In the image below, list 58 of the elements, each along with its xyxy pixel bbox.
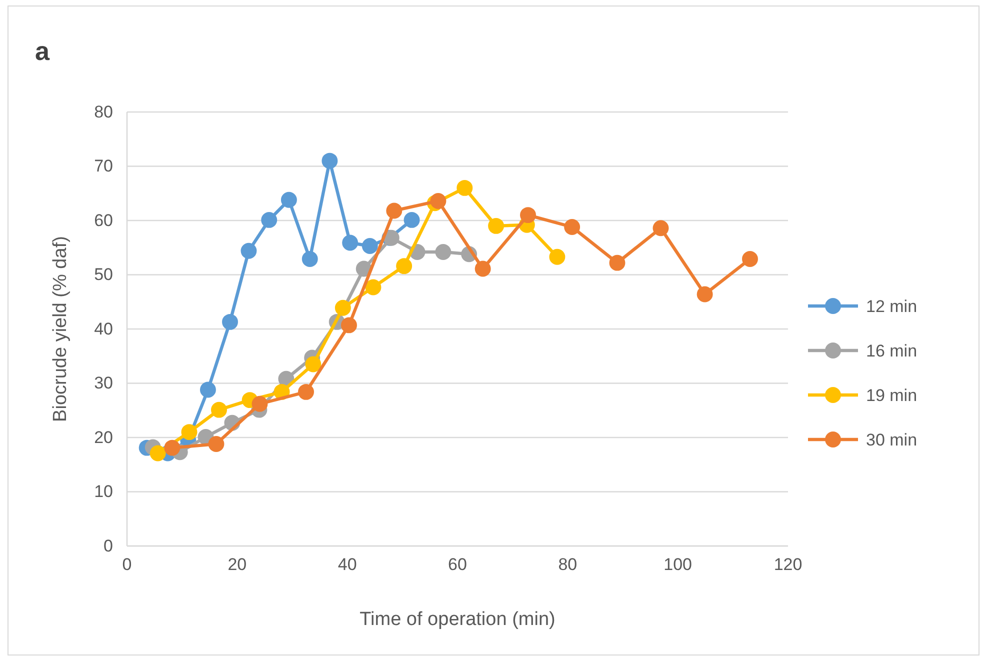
x-tick-label: 80: [558, 555, 578, 574]
point: [396, 258, 412, 274]
legend-label: 30 min: [866, 430, 918, 450]
point: [362, 238, 378, 254]
y-tick-label: 0: [104, 536, 113, 556]
point: [488, 218, 504, 234]
point: [211, 402, 227, 418]
point: [520, 207, 536, 224]
point: [365, 279, 382, 296]
x-tick-label: 0: [122, 555, 132, 574]
point: [261, 212, 278, 228]
x-axis-title: Time of operation (min): [360, 609, 556, 630]
point: [341, 317, 357, 334]
point: [456, 180, 473, 196]
x-tick-label: 40: [338, 555, 357, 574]
point: [298, 384, 314, 400]
point: [386, 202, 402, 219]
point: [742, 251, 758, 267]
legend-label: 16 min: [866, 342, 918, 360]
point: [564, 219, 580, 235]
x-tick-label: 120: [774, 555, 802, 574]
y-tick-label: 80: [94, 102, 113, 122]
y-tick-label: 50: [94, 265, 113, 284]
point: [609, 254, 626, 271]
y-tick-label: 70: [94, 156, 113, 176]
y-tick-label: 10: [94, 482, 113, 502]
point: [334, 300, 351, 316]
point: [240, 242, 257, 259]
point: [404, 212, 420, 228]
x-tick-label: 60: [448, 555, 467, 574]
point: [302, 251, 318, 267]
legend-label: 12 min: [866, 297, 918, 316]
point: [652, 220, 669, 236]
y-tick-label: 30: [94, 374, 113, 393]
point: [150, 445, 166, 462]
chart-title: a: [35, 36, 50, 66]
point: [549, 248, 566, 265]
point: [181, 424, 198, 440]
y-tick-label: 60: [94, 210, 113, 230]
y-axis-title: Biocrude yield (% daf): [50, 236, 71, 422]
y-tick-label: 20: [94, 428, 113, 447]
point: [435, 244, 452, 260]
point: [305, 356, 322, 372]
point: [164, 440, 180, 456]
y-tick-label: 40: [94, 319, 113, 338]
point: [342, 234, 358, 251]
x-tick-label: 100: [664, 555, 692, 574]
point: [696, 286, 713, 302]
point: [208, 436, 224, 452]
point: [430, 193, 446, 209]
point: [280, 192, 297, 208]
point: [474, 260, 491, 277]
x-tick-label: 20: [228, 555, 247, 574]
point: [252, 396, 268, 412]
point: [222, 314, 238, 330]
point: [200, 382, 216, 398]
point: [322, 152, 338, 169]
legend-label: 19 min: [866, 386, 918, 405]
